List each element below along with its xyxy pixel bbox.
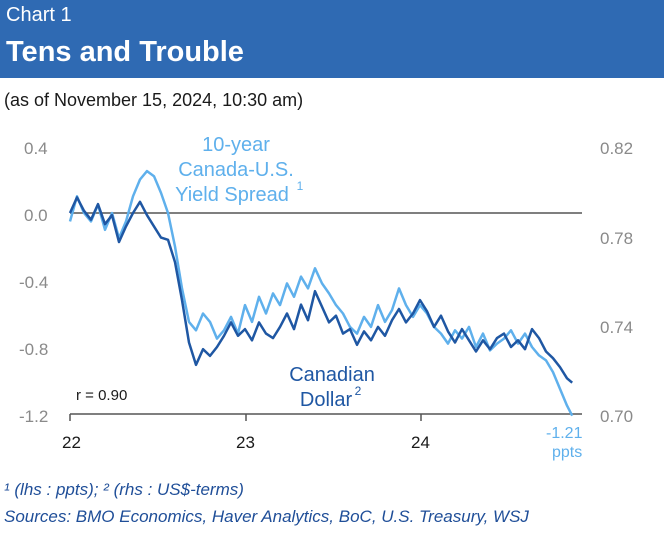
- chart-axes: [69, 212, 582, 421]
- y-left-tick-label: 0.4: [24, 139, 48, 158]
- x-tick-label: 22: [62, 433, 81, 452]
- cad-annotation: Canadian Dollar 2: [289, 364, 375, 411]
- cad-label-line: Canadian: [289, 364, 375, 386]
- series-layer: [68, 169, 574, 417]
- y-left-tick-label: -1.2: [19, 407, 48, 426]
- y-right-tick-label: 0.78: [600, 229, 633, 248]
- x-tick-label: 24: [411, 433, 430, 452]
- sources: Sources: BMO Economics, Haver Analytics,…: [4, 507, 529, 526]
- cad-label-line: Dollar: [300, 389, 353, 411]
- cad-label-sup: 2: [355, 384, 362, 398]
- y-right-tick-label: 0.82: [600, 139, 633, 158]
- end-value-label: -1.21: [546, 425, 583, 442]
- spread-label-line: 10-year: [202, 134, 270, 156]
- chart-title: Tens and Trouble: [6, 36, 244, 68]
- spread-label-sup: 1: [297, 179, 304, 193]
- x-tick-label: 23: [236, 433, 255, 452]
- as-of-date: (as of November 15, 2024, 10:30 am): [4, 90, 304, 110]
- spread-label-line: Canada-U.S.: [178, 159, 294, 181]
- footnote: ¹ (lhs : ppts); ² (rhs : US$-terms): [4, 480, 244, 499]
- chart-number: Chart 1: [6, 4, 72, 26]
- y-right-tick-label: 0.74: [600, 318, 633, 337]
- chart-header: Chart 1 Tens and Trouble: [0, 0, 664, 78]
- end-unit-label: ppts: [552, 444, 582, 461]
- y-right-tick-label: 0.70: [600, 407, 633, 426]
- cad-series-line: [68, 196, 574, 384]
- y-left-tick-label: 0.0: [24, 206, 48, 225]
- correlation-label: r = 0.90: [76, 387, 127, 404]
- spread-label-line: Yield Spread: [175, 184, 289, 206]
- y-left-tick-label: -0.8: [19, 340, 48, 359]
- y-left-tick-label: -0.4: [19, 273, 48, 292]
- spread-annotation: 10-year Canada-U.S. Yield Spread 1: [175, 134, 304, 206]
